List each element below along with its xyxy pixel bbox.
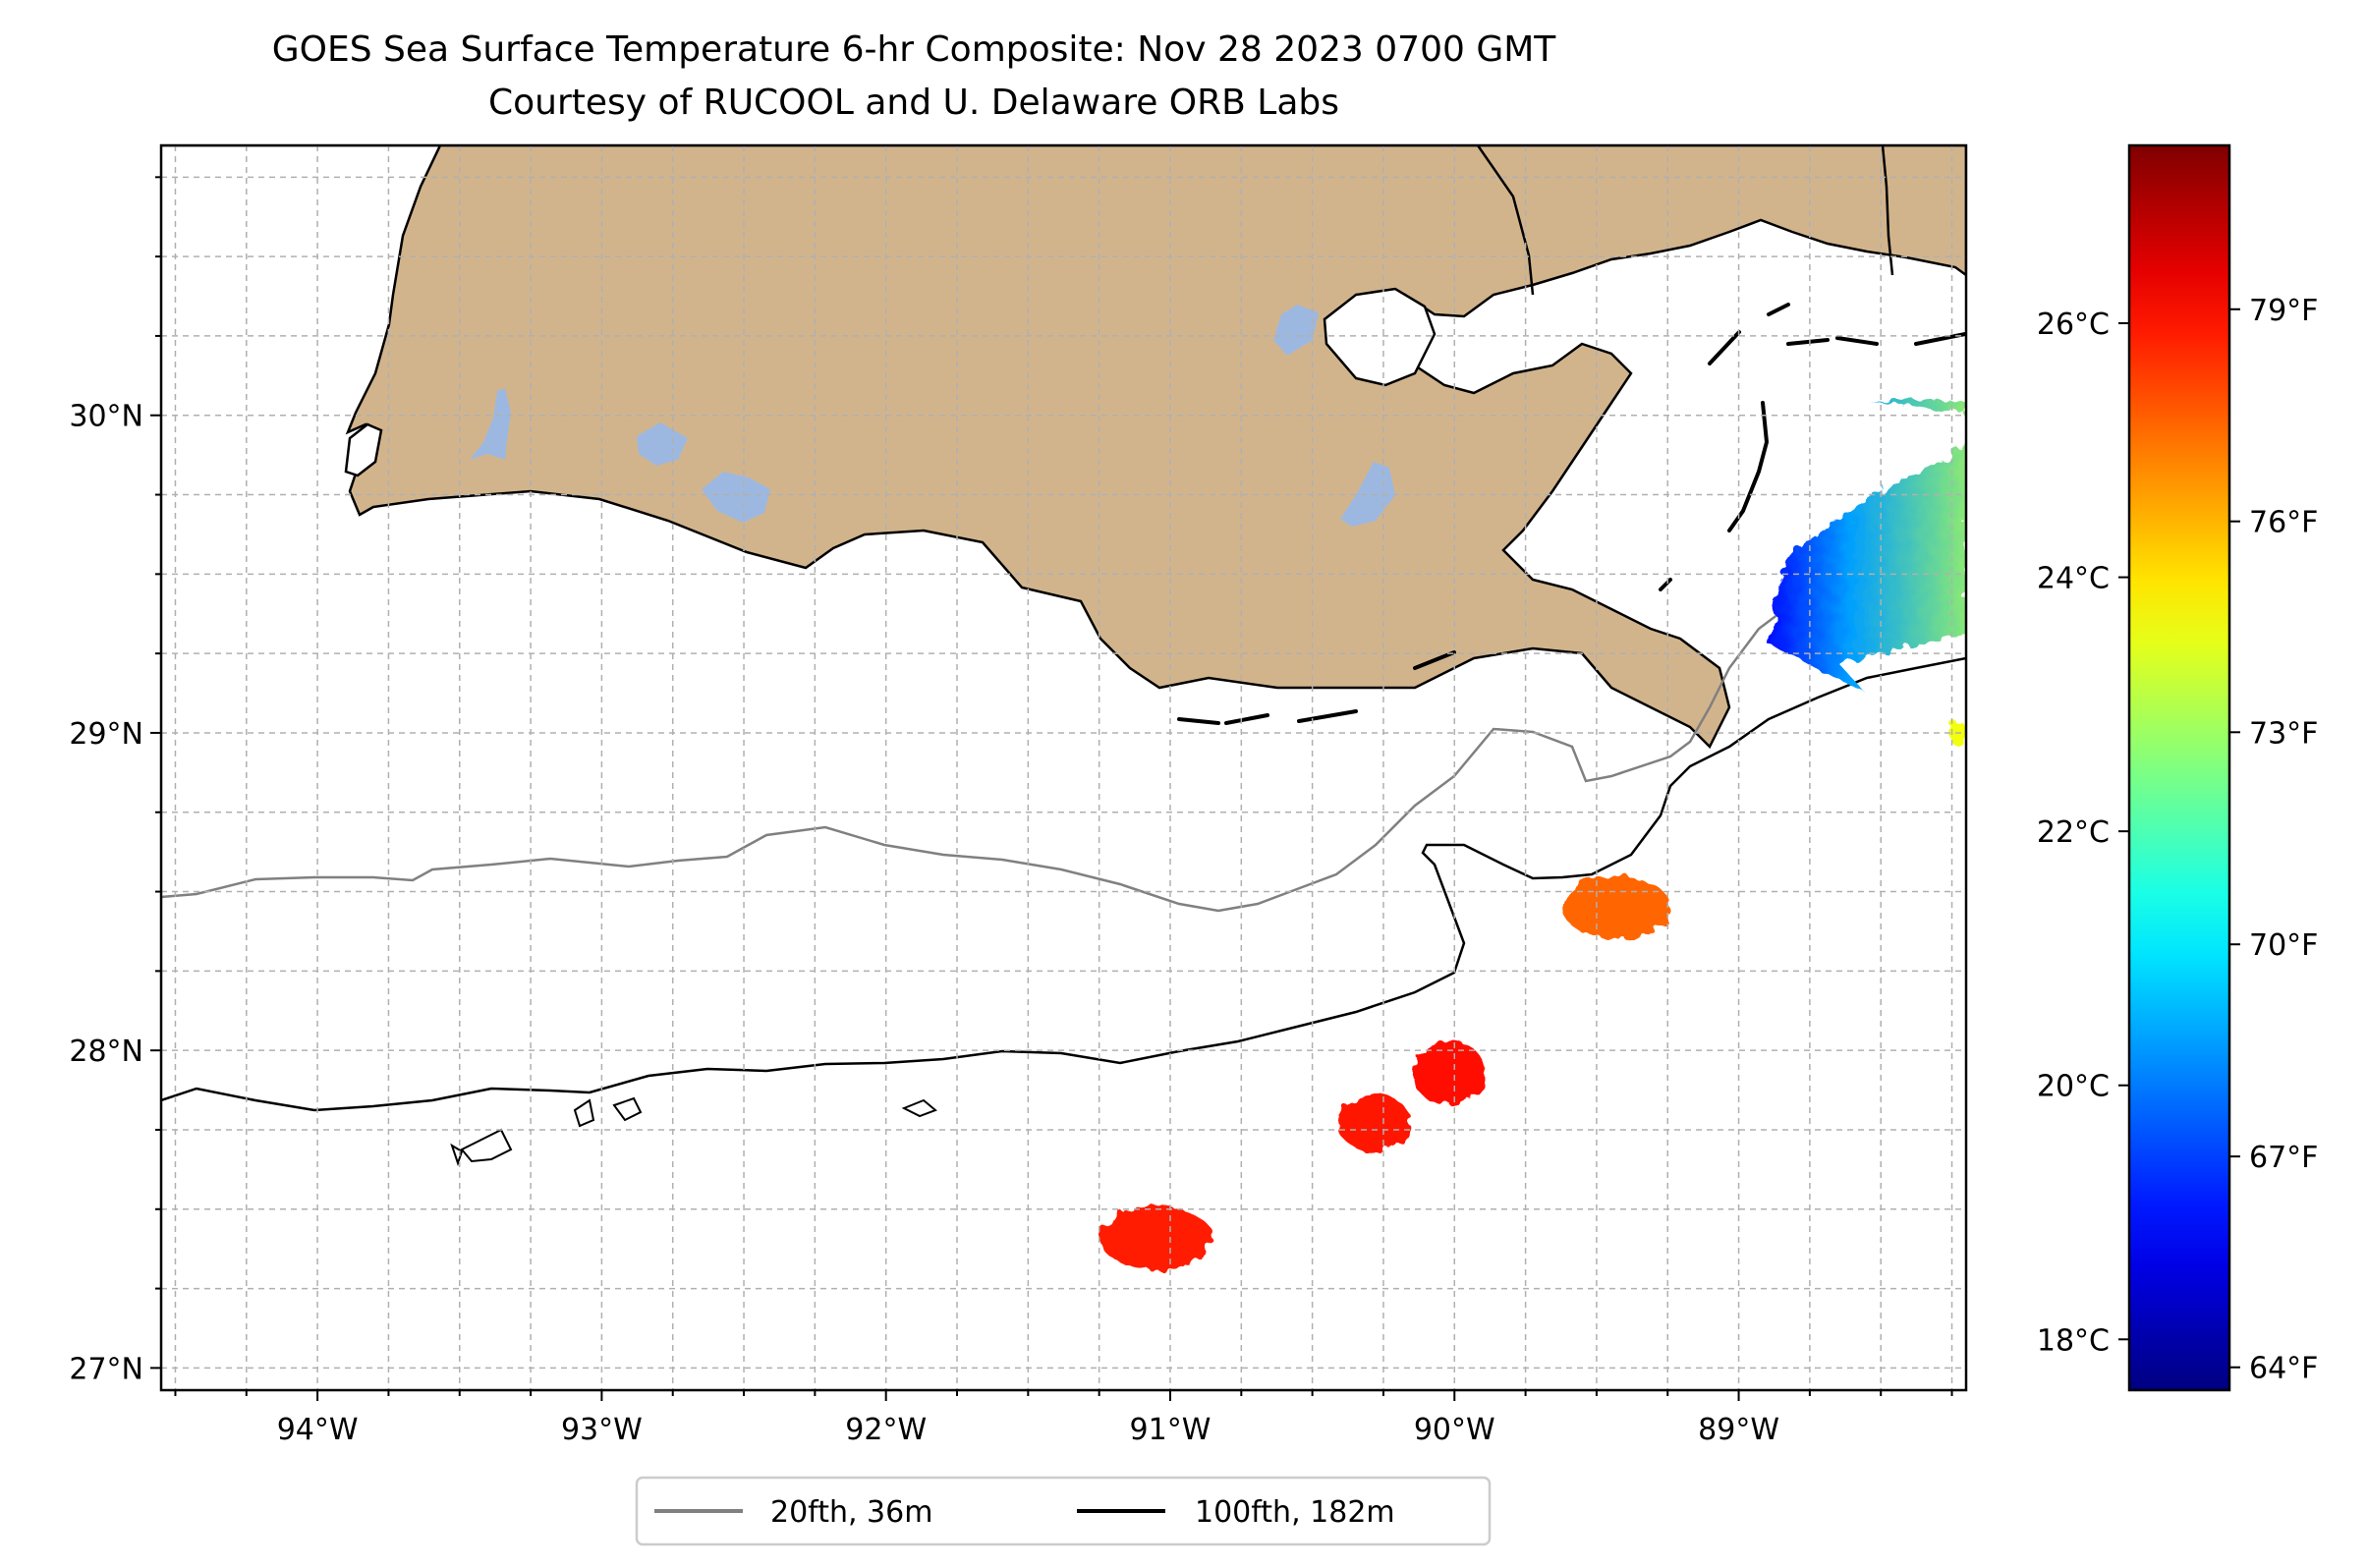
lake <box>1340 462 1395 527</box>
y-axis-ticks: 27°N 28°N 29°N 30°N <box>69 176 161 1386</box>
lake <box>470 388 511 460</box>
state-border <box>1881 145 1894 276</box>
legend: 20fth, 36m 100fth, 182m <box>635 1476 1492 1546</box>
map-title: GOES Sea Surface Temperature 6-hr Compos… <box>271 29 1556 70</box>
x-tick-label: 94°W <box>277 1413 359 1447</box>
celsius-tick-label: 20°C <box>2037 1070 2110 1104</box>
celsius-tick-label: 24°C <box>2037 562 2110 596</box>
plot-area <box>161 145 1966 1390</box>
x-axis-ticks: 94°W 93°W 92°W 91°W 90°W 89°W <box>174 1390 1953 1447</box>
isobath-20fth <box>161 479 1966 913</box>
sst-patch <box>1411 1040 1487 1105</box>
colorbar-scale <box>2127 143 2231 1392</box>
state-border <box>1476 145 1535 296</box>
plot-frame <box>159 143 1968 1392</box>
sst-gradient-patch <box>1767 399 1966 693</box>
fahrenheit-tick-label: 64°F <box>2249 1352 2318 1386</box>
map-subtitle: Courtesy of RUCOOL and U. Delaware ORB L… <box>487 83 1340 123</box>
lake-pontchartrain <box>1323 287 1437 387</box>
sst-patch <box>1562 875 1671 940</box>
lake <box>1273 305 1319 356</box>
sst-patch <box>1337 1094 1412 1152</box>
x-tick-label: 92°W <box>845 1413 927 1447</box>
x-tick-label: 91°W <box>1130 1413 1212 1447</box>
x-tick-label: 90°W <box>1414 1413 1495 1447</box>
legend-label-20fth: 20fth, 36m <box>770 1495 932 1530</box>
lake <box>637 422 688 466</box>
fahrenheit-tick-label: 73°F <box>2249 716 2318 751</box>
gridlines <box>161 145 1966 1390</box>
sst-patch <box>1099 1205 1213 1270</box>
isobath-100fth <box>161 656 1966 1112</box>
x-tick-label: 93°W <box>561 1413 643 1447</box>
fahrenheit-tick-label: 67°F <box>2249 1141 2318 1175</box>
legend-box <box>635 1476 1492 1546</box>
y-tick-label: 28°N <box>69 1035 143 1069</box>
celsius-tick-label: 22°C <box>2037 815 2110 850</box>
fahrenheit-ticks: 64°F 67°F 70°F 73°F 76°F 79°F <box>2229 294 2318 1386</box>
small-bathymetry-contours <box>450 1096 937 1167</box>
fahrenheit-tick-label: 76°F <box>2249 506 2318 540</box>
fahrenheit-tick-label: 79°F <box>2249 294 2318 328</box>
y-tick-label: 30°N <box>69 400 143 434</box>
colorbar: 18°C 20°C 22°C 24°C 26°C 64°F 67°F 70°F 73°F 76°… <box>2037 143 2318 1392</box>
celsius-ticks: 18°C 20°C 22°C 24°C 26°C <box>2037 308 2129 1358</box>
y-tick-label: 29°N <box>69 717 143 752</box>
y-tick-label: 27°N <box>69 1352 143 1386</box>
legend-label-100fth: 100fth, 182m <box>1195 1495 1395 1530</box>
sst-patches <box>1099 399 1966 1270</box>
calcasieu-lake <box>344 422 383 477</box>
x-tick-label: 89°W <box>1698 1413 1779 1447</box>
lake <box>702 472 770 523</box>
celsius-tick-label: 18°C <box>2037 1323 2110 1358</box>
celsius-tick-label: 26°C <box>2037 308 2110 342</box>
fahrenheit-tick-label: 70°F <box>2249 928 2318 963</box>
